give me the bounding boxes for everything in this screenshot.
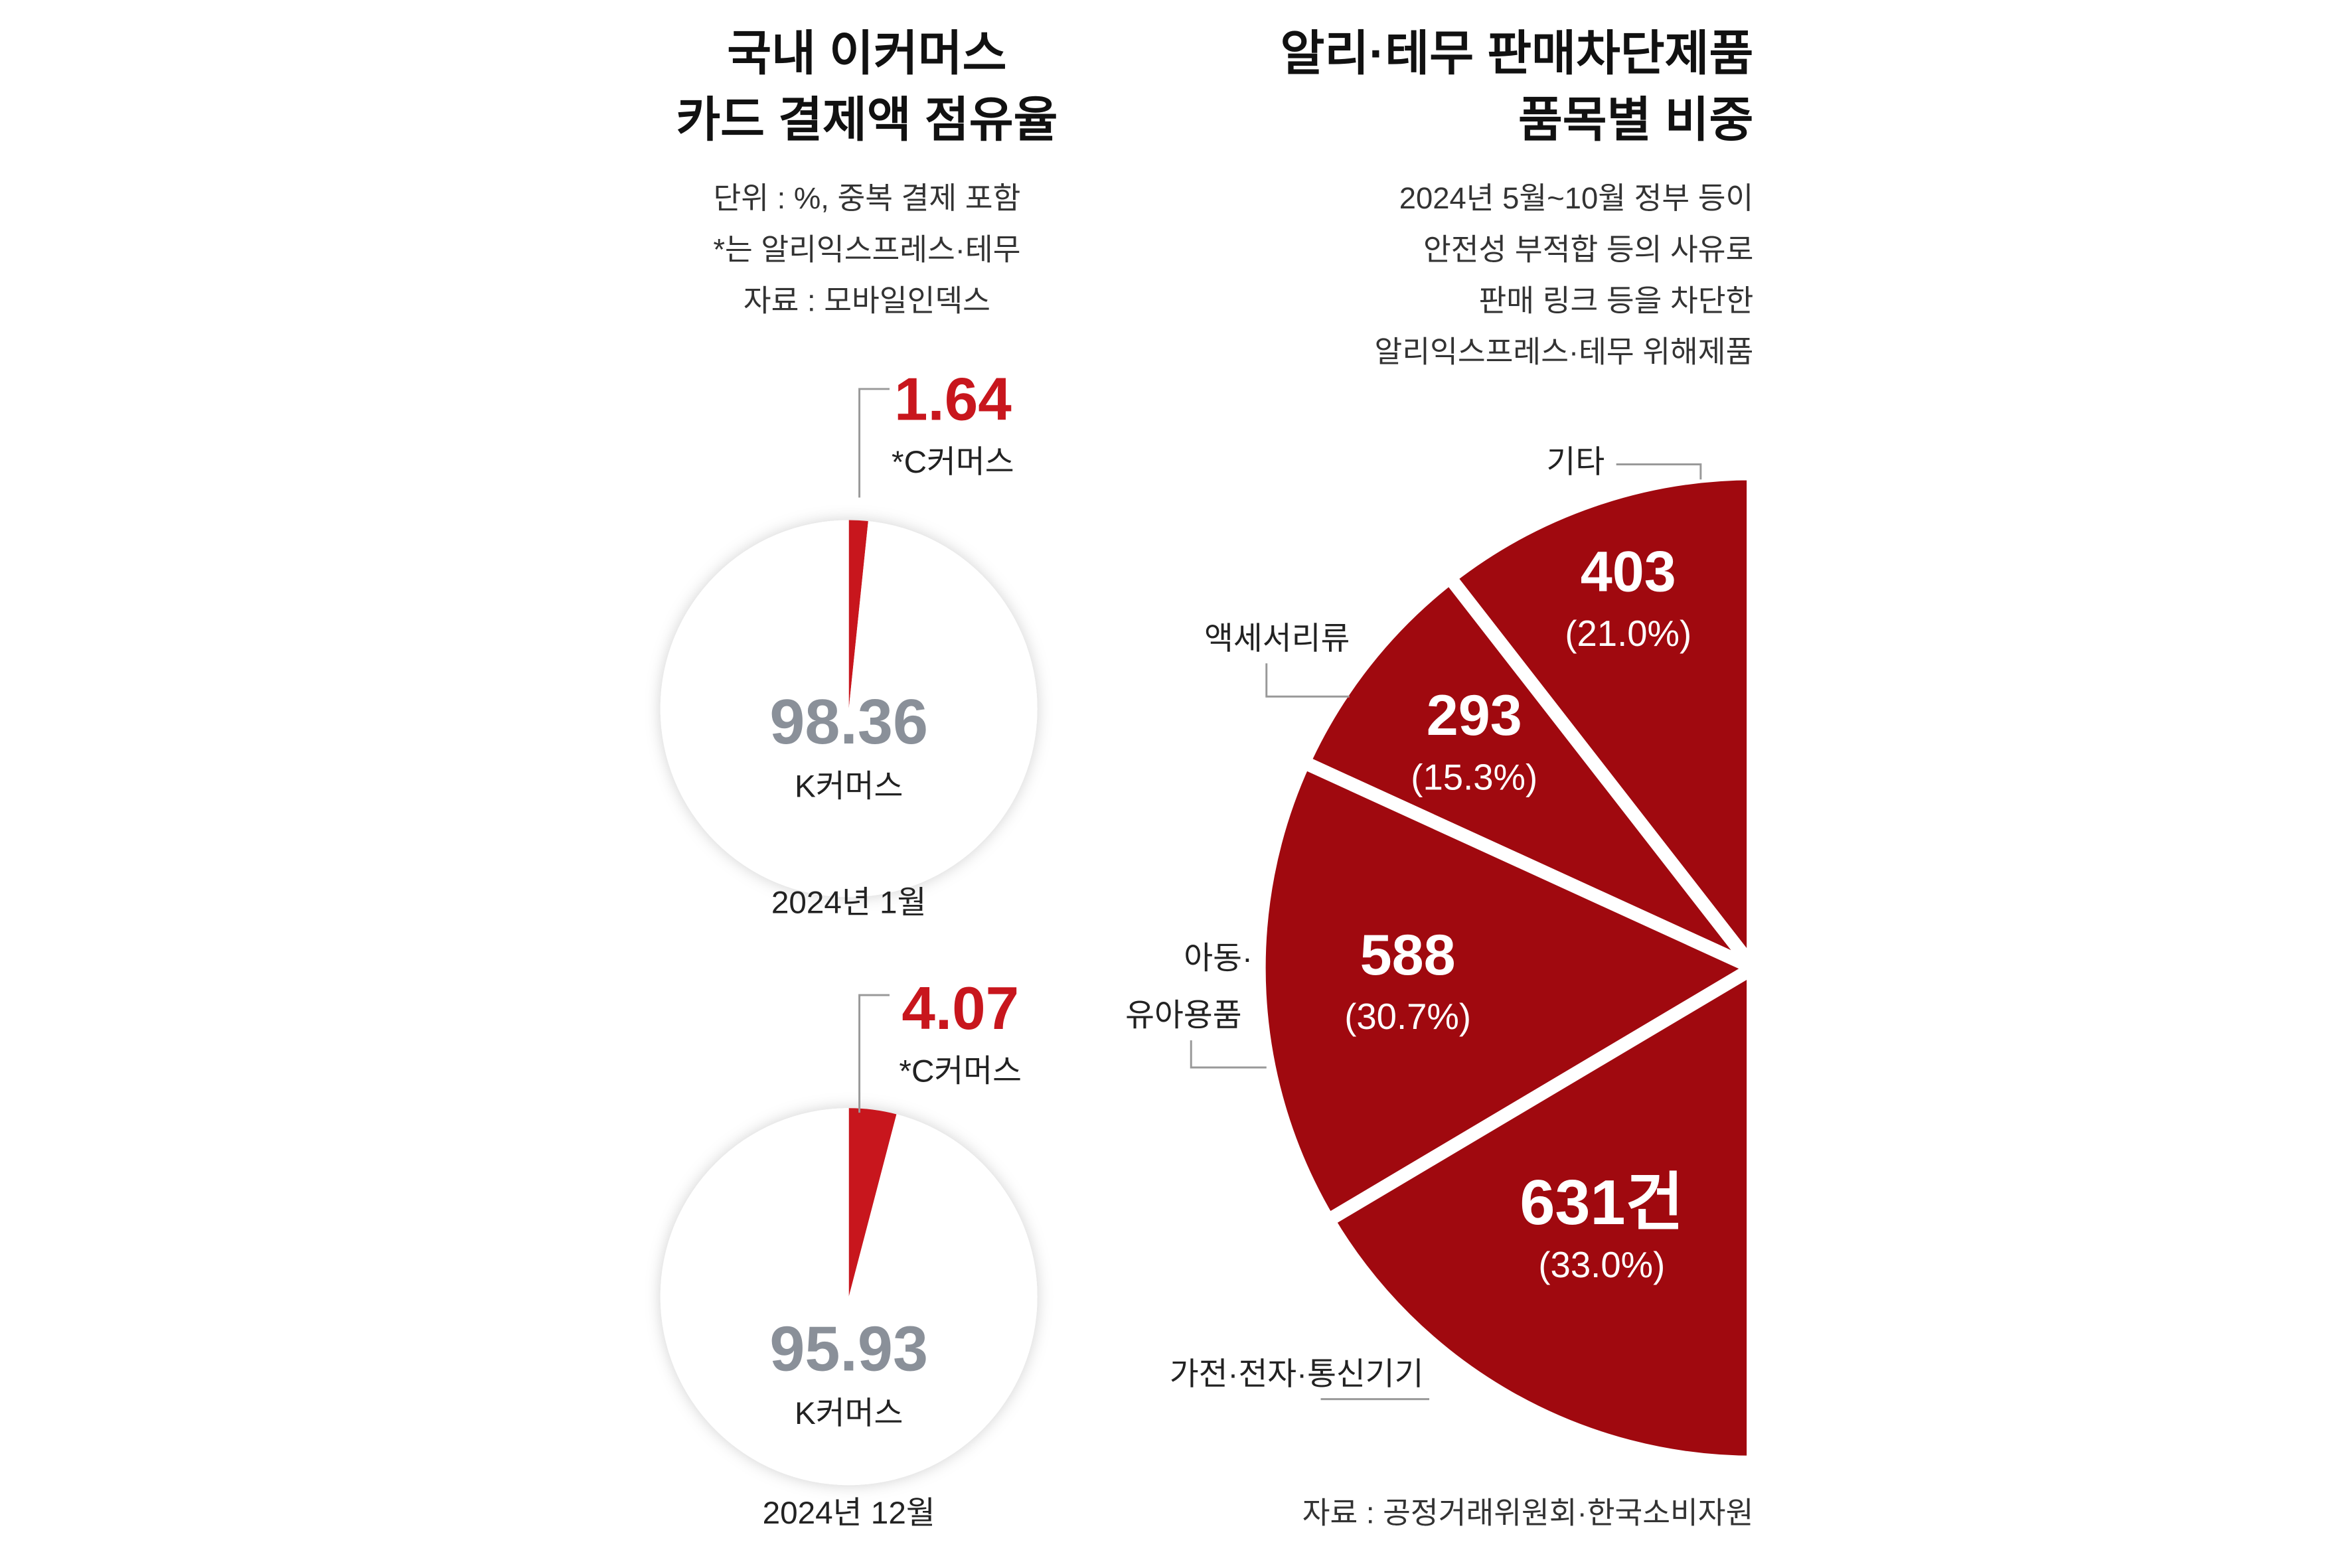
date-label: 2024년 12월 [763, 1496, 935, 1531]
category-label: 액세서리류 [1204, 621, 1350, 657]
subtitle: 안전성 부적합 등의 사유로 [1423, 232, 1753, 266]
source: 자료 : 공정거래위원회·한국소비자원 [1302, 1496, 1754, 1530]
value-label: 4.07 [902, 975, 1019, 1042]
date-label: 2024년 1월 [771, 885, 927, 920]
value-label: 1.64 [894, 366, 1012, 433]
category-label: *C커머스 [892, 445, 1014, 480]
title: 알리·테무 판매차단제품 [1281, 27, 1754, 81]
pie-slice [848, 1108, 897, 1297]
leader-line [1616, 463, 1702, 480]
subtitle: *는 알리익스프레스·테무 [713, 232, 1020, 266]
percent-label: (33.0%) [1538, 1245, 1665, 1285]
category-label: 기타 [1546, 445, 1605, 480]
category-label: *C커머스 [899, 1054, 1022, 1089]
title: 카드 결제액 점유율 [676, 93, 1058, 147]
title: 국내 이커머스 [727, 27, 1006, 81]
subtitle: 자료 : 모바일인덱스 [744, 284, 990, 318]
subtitle: 판매 링크 등을 차단한 [1479, 284, 1754, 318]
category-label: 아동· [1184, 941, 1253, 976]
pie-slice [660, 520, 1038, 898]
leader-line [858, 994, 890, 1113]
value-label: 98.36 [769, 687, 928, 757]
category-label: 가전·전자·통신기기 [1170, 1357, 1424, 1392]
subtitle: 2024년 5월~10월 정부 등이 [1399, 181, 1754, 215]
leader-line [1265, 663, 1350, 698]
value-label: 403 [1581, 540, 1676, 603]
leader-line [858, 388, 890, 498]
category-label: K커머스 [795, 1396, 903, 1431]
percent-label: (21.0%) [1565, 613, 1691, 654]
value-label: 95.93 [769, 1314, 928, 1385]
subtitle: 단위 : %, 중복 결제 포함 [713, 181, 1020, 215]
category-label: K커머스 [795, 769, 903, 804]
pie-slice [660, 1108, 1038, 1486]
half-pie-slice [1440, 466, 1761, 988]
half-pie-slice [1252, 753, 1768, 1230]
title: 품목별 비중 [1518, 93, 1753, 147]
value-label: 631건 [1520, 1168, 1684, 1238]
category-label: 유아용품 [1125, 998, 1242, 1034]
percent-label: (30.7%) [1344, 996, 1471, 1037]
value-label: 293 [1427, 684, 1522, 747]
half-pie-slice [1318, 956, 1761, 1470]
percent-label: (15.3%) [1411, 757, 1537, 798]
half-pie-slice [1294, 568, 1759, 975]
value-label: 588 [1360, 923, 1456, 987]
subtitle: 알리익스프레스·테무 위해제품 [1375, 335, 1754, 369]
pie-slice [848, 520, 868, 709]
leader-line [1190, 1040, 1267, 1069]
